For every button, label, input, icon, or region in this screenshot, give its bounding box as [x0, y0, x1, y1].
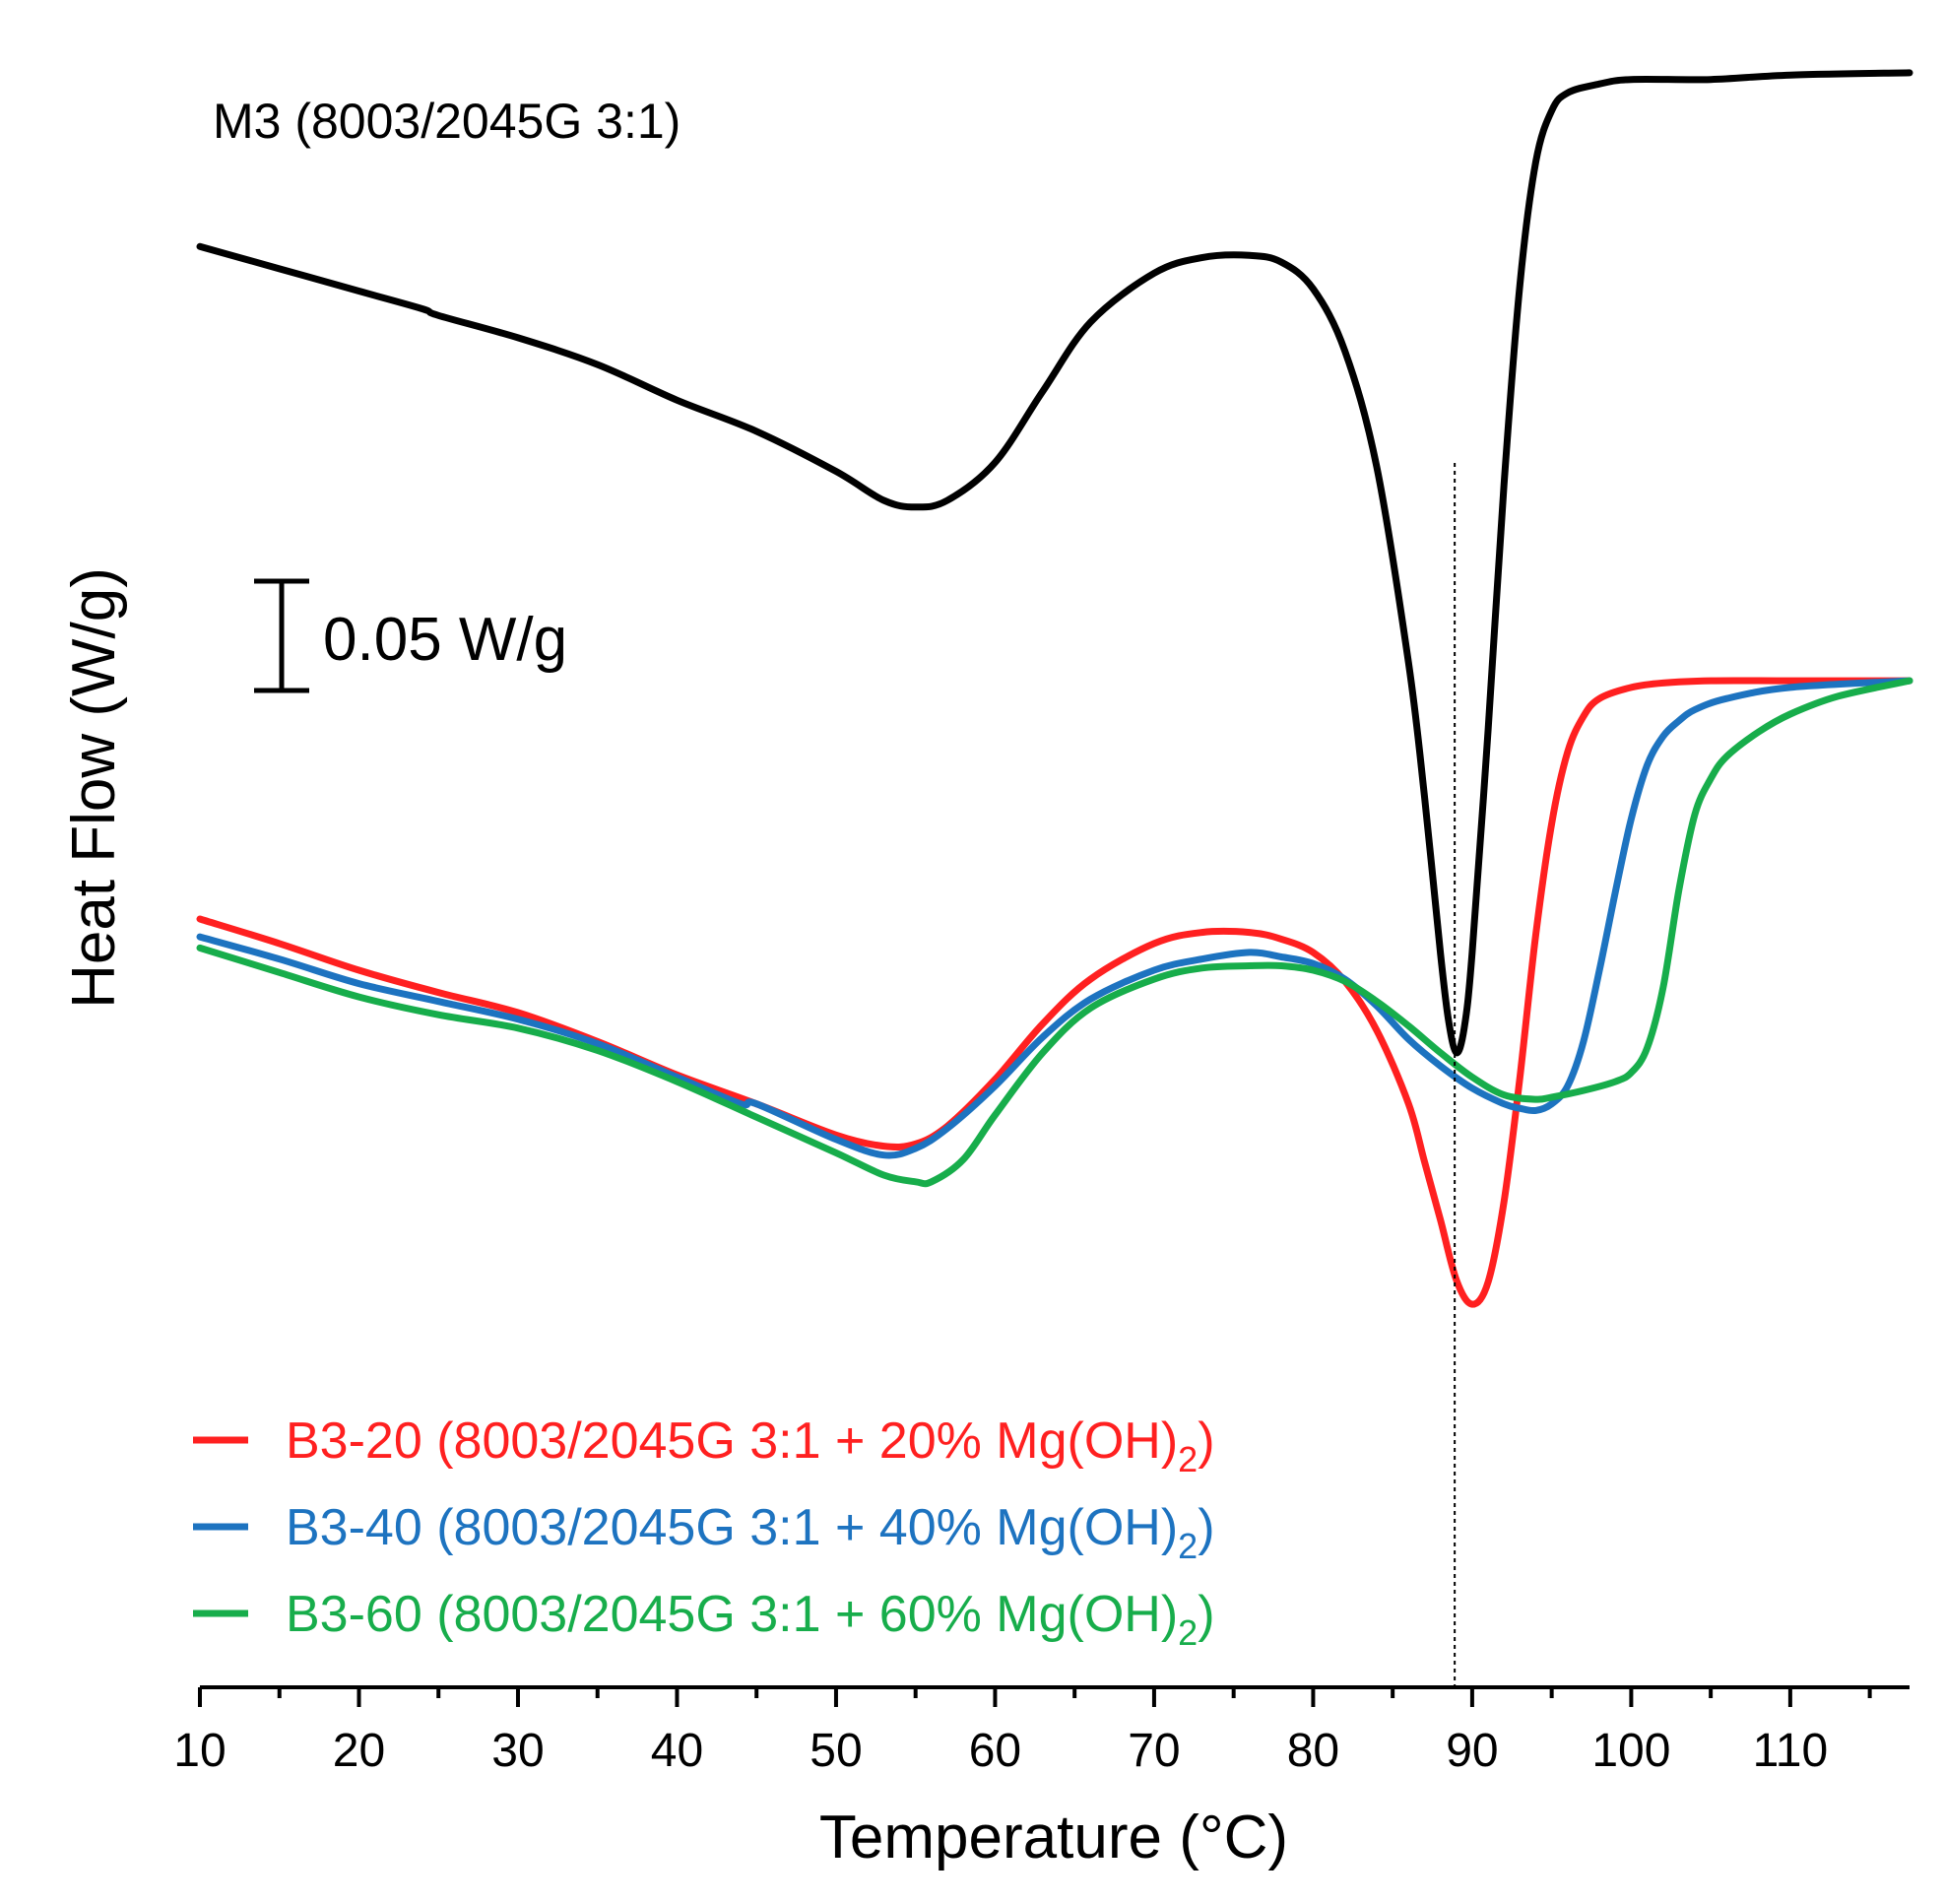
legend-subscript: 2	[1178, 1526, 1198, 1566]
x-tick-label: 40	[651, 1725, 703, 1777]
scale-bar: 0.05 W/g	[254, 578, 567, 693]
legend-close-paren: )	[1198, 1412, 1214, 1470]
x-tick-label: 80	[1287, 1725, 1339, 1777]
x-tick-label: 30	[491, 1725, 544, 1777]
legend-label: B3-40 (8003/2045G 3:1 + 40% Mg(OH)	[286, 1499, 1178, 1556]
scale-bar-label: 0.05 W/g	[323, 606, 567, 674]
x-tick-label: 100	[1591, 1725, 1670, 1777]
x-tick-label: 90	[1446, 1725, 1498, 1777]
legend-item-b3-60: B3-60 (8003/2045G 3:1 + 60% Mg(OH)2)	[286, 1586, 1215, 1653]
x-tick-label: 10	[173, 1725, 226, 1777]
x-tick-label: 60	[969, 1725, 1021, 1777]
plot-lines	[196, 69, 1913, 1308]
legend-item-b3-20: B3-20 (8003/2045G 3:1 + 20% Mg(OH)2)	[286, 1412, 1215, 1479]
legend-close-paren: )	[1198, 1586, 1214, 1643]
legend-label: B3-60 (8003/2045G 3:1 + 60% Mg(OH)	[286, 1586, 1178, 1643]
x-tick-label: 50	[810, 1725, 862, 1777]
series-line-b3-20	[196, 677, 1913, 1308]
legend: B3-20 (8003/2045G 3:1 + 20% Mg(OH)2)B3-4…	[193, 1412, 1215, 1653]
x-tick-label: 110	[1753, 1725, 1829, 1777]
x-tick-label: 70	[1128, 1725, 1180, 1777]
x-axis: 10 20 30 40 50 60 70 80 90 100 110	[173, 1685, 1910, 1777]
y-axis-label: Heat Flow (W/g)	[60, 567, 128, 1009]
series-line-m3	[196, 69, 1913, 1057]
legend-subscript: 2	[1178, 1612, 1198, 1653]
legend-item-b3-40: B3-40 (8003/2045G 3:1 + 40% Mg(OH)2)	[286, 1499, 1215, 1566]
legend-subscript: 2	[1178, 1439, 1198, 1479]
x-axis-label: Temperature (°C)	[819, 1804, 1288, 1871]
legend-label: B3-20 (8003/2045G 3:1 + 20% Mg(OH)	[286, 1412, 1178, 1470]
legend-close-paren: )	[1198, 1499, 1214, 1556]
x-tick-label: 20	[333, 1725, 385, 1777]
series-line-b3-60	[196, 677, 1913, 1188]
series-label-m3: M3 (8003/2045G 3:1)	[213, 94, 680, 149]
series-line-b3-40	[196, 677, 1913, 1159]
